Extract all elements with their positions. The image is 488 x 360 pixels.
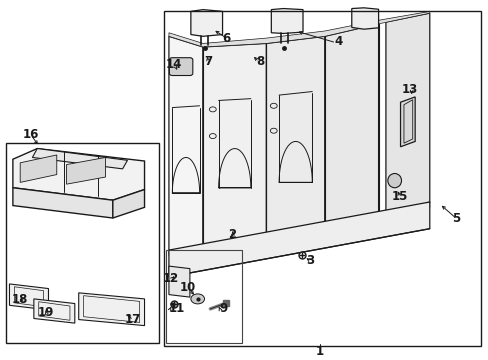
Text: 4: 4 — [334, 35, 342, 48]
Text: 7: 7 — [204, 55, 212, 68]
Polygon shape — [325, 24, 378, 234]
Text: 2: 2 — [228, 228, 236, 240]
Polygon shape — [168, 202, 429, 266]
Text: 6: 6 — [222, 32, 230, 45]
Text: 14: 14 — [165, 58, 182, 71]
Polygon shape — [271, 9, 303, 33]
Text: 8: 8 — [256, 55, 264, 68]
Polygon shape — [203, 44, 266, 261]
Circle shape — [190, 294, 204, 304]
Text: 15: 15 — [390, 190, 407, 203]
Text: 9: 9 — [219, 302, 227, 315]
Polygon shape — [400, 97, 414, 147]
Text: 11: 11 — [168, 302, 185, 315]
Polygon shape — [13, 149, 144, 200]
Polygon shape — [34, 299, 75, 323]
Text: 10: 10 — [180, 281, 196, 294]
Text: 19: 19 — [37, 306, 54, 319]
Text: 5: 5 — [451, 212, 460, 225]
Polygon shape — [168, 266, 189, 297]
Polygon shape — [190, 10, 222, 36]
Polygon shape — [13, 188, 113, 218]
Bar — [5, 143, 159, 343]
Polygon shape — [79, 293, 144, 325]
Text: 12: 12 — [162, 272, 178, 285]
Polygon shape — [168, 36, 203, 261]
Polygon shape — [9, 284, 48, 310]
Text: 13: 13 — [401, 83, 418, 96]
Polygon shape — [266, 36, 325, 248]
Polygon shape — [113, 189, 144, 218]
Polygon shape — [351, 8, 378, 29]
Polygon shape — [385, 13, 429, 216]
Bar — [165, 250, 242, 343]
Text: 3: 3 — [305, 254, 314, 267]
Ellipse shape — [387, 174, 401, 188]
Polygon shape — [20, 155, 57, 183]
Text: 18: 18 — [12, 293, 28, 306]
Bar — [163, 12, 480, 346]
Polygon shape — [66, 157, 105, 184]
Polygon shape — [32, 149, 127, 169]
Text: 17: 17 — [124, 313, 140, 326]
Text: 1: 1 — [315, 345, 324, 358]
Polygon shape — [168, 12, 429, 47]
Polygon shape — [168, 202, 429, 277]
Text: 16: 16 — [23, 128, 39, 141]
FancyBboxPatch shape — [169, 58, 192, 76]
